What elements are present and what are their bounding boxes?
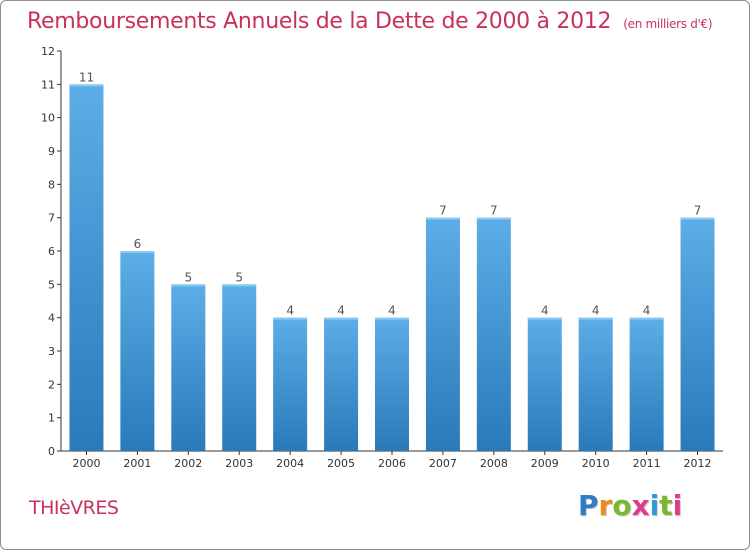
y-tick-label: 6 <box>48 245 55 258</box>
x-tick-label: 2010 <box>582 457 610 470</box>
x-tick-label: 2002 <box>174 457 202 470</box>
bar <box>171 284 206 451</box>
x-tick-label: 2012 <box>684 457 712 470</box>
bar-top-edge <box>629 317 664 320</box>
bar-value-label: 4 <box>286 304 294 318</box>
logo-letter: x <box>631 489 650 522</box>
logo-letter: P <box>578 489 599 522</box>
x-tick-label: 2006 <box>378 457 406 470</box>
y-tick-label: 2 <box>48 378 55 391</box>
chart-title: Remboursements Annuels de la Dette de 20… <box>27 9 713 34</box>
x-tick-label: 2008 <box>480 457 508 470</box>
x-tick-label: 2005 <box>327 457 355 470</box>
bar-value-label: 7 <box>439 204 447 218</box>
x-tick-label: 2003 <box>225 457 253 470</box>
bar-top-edge <box>527 317 562 320</box>
y-tick-label: 10 <box>41 112 55 125</box>
bar-value-label: 5 <box>184 270 192 284</box>
logo-letter: o <box>612 489 632 522</box>
x-tick-label: 2004 <box>276 457 304 470</box>
y-tick-label: 7 <box>48 212 55 225</box>
bar-value-label: 7 <box>490 204 498 218</box>
bar-value-label: 4 <box>541 304 549 318</box>
proxiti-logo: Proxiti <box>578 489 682 522</box>
x-tick-label: 2011 <box>633 457 661 470</box>
chart-subtitle: (en milliers d'€) <box>623 17 713 31</box>
place-name: THIèVRES <box>29 497 119 519</box>
bar <box>629 317 664 451</box>
bar-value-label: 4 <box>388 304 396 318</box>
y-tick-label: 9 <box>48 145 55 158</box>
bar-top-edge <box>578 317 613 320</box>
bar-value-label: 5 <box>235 270 243 284</box>
x-tick-label: 2000 <box>72 457 100 470</box>
bar <box>120 251 155 451</box>
bar-top-edge <box>69 84 104 87</box>
bar <box>375 317 409 451</box>
y-tick-label: 3 <box>48 345 55 358</box>
bar <box>69 84 104 451</box>
bar-value-label: 11 <box>79 70 94 84</box>
bar-value-label: 4 <box>643 304 651 318</box>
x-tick-label: 2001 <box>123 457 151 470</box>
logo-letter: t <box>659 489 673 522</box>
y-tick-label: 1 <box>48 412 55 425</box>
y-tick-label: 5 <box>48 278 55 291</box>
logo-letter: r <box>598 489 613 522</box>
bar <box>222 284 257 451</box>
logo-letter: i <box>649 489 660 522</box>
bar-top-edge <box>171 284 206 287</box>
bar-top-edge <box>680 217 715 220</box>
bar-top-edge <box>476 217 511 220</box>
y-tick-label: 0 <box>48 445 55 458</box>
bar-top-edge <box>375 317 409 320</box>
bar <box>273 317 308 451</box>
bar-top-edge <box>273 317 308 320</box>
bar <box>578 317 613 451</box>
bar <box>527 317 562 451</box>
bar-value-label: 4 <box>337 304 345 318</box>
x-tick-label: 2007 <box>429 457 457 470</box>
bar-value-label: 6 <box>134 237 142 251</box>
bar <box>425 217 460 451</box>
chart-title-text: Remboursements Annuels de la Dette de 20… <box>27 9 612 34</box>
logo-letter: i <box>672 489 683 522</box>
bar-top-edge <box>425 217 460 220</box>
bar-top-edge <box>120 251 155 253</box>
bar <box>324 317 359 451</box>
y-tick-label: 4 <box>48 312 55 325</box>
bar-value-label: 7 <box>694 204 702 218</box>
y-tick-label: 8 <box>48 178 55 191</box>
y-tick-label: 12 <box>41 45 55 58</box>
x-tick-label: 2009 <box>531 457 559 470</box>
bar <box>680 217 715 451</box>
bar-value-label: 4 <box>592 304 600 318</box>
bar-top-edge <box>222 284 257 287</box>
chart-bars: 11 6 5 5 4 4 4 7 7 4 4 4 7 <box>69 70 715 451</box>
y-tick-label: 11 <box>41 78 55 91</box>
bar-top-edge <box>324 317 359 320</box>
bar <box>476 217 511 451</box>
